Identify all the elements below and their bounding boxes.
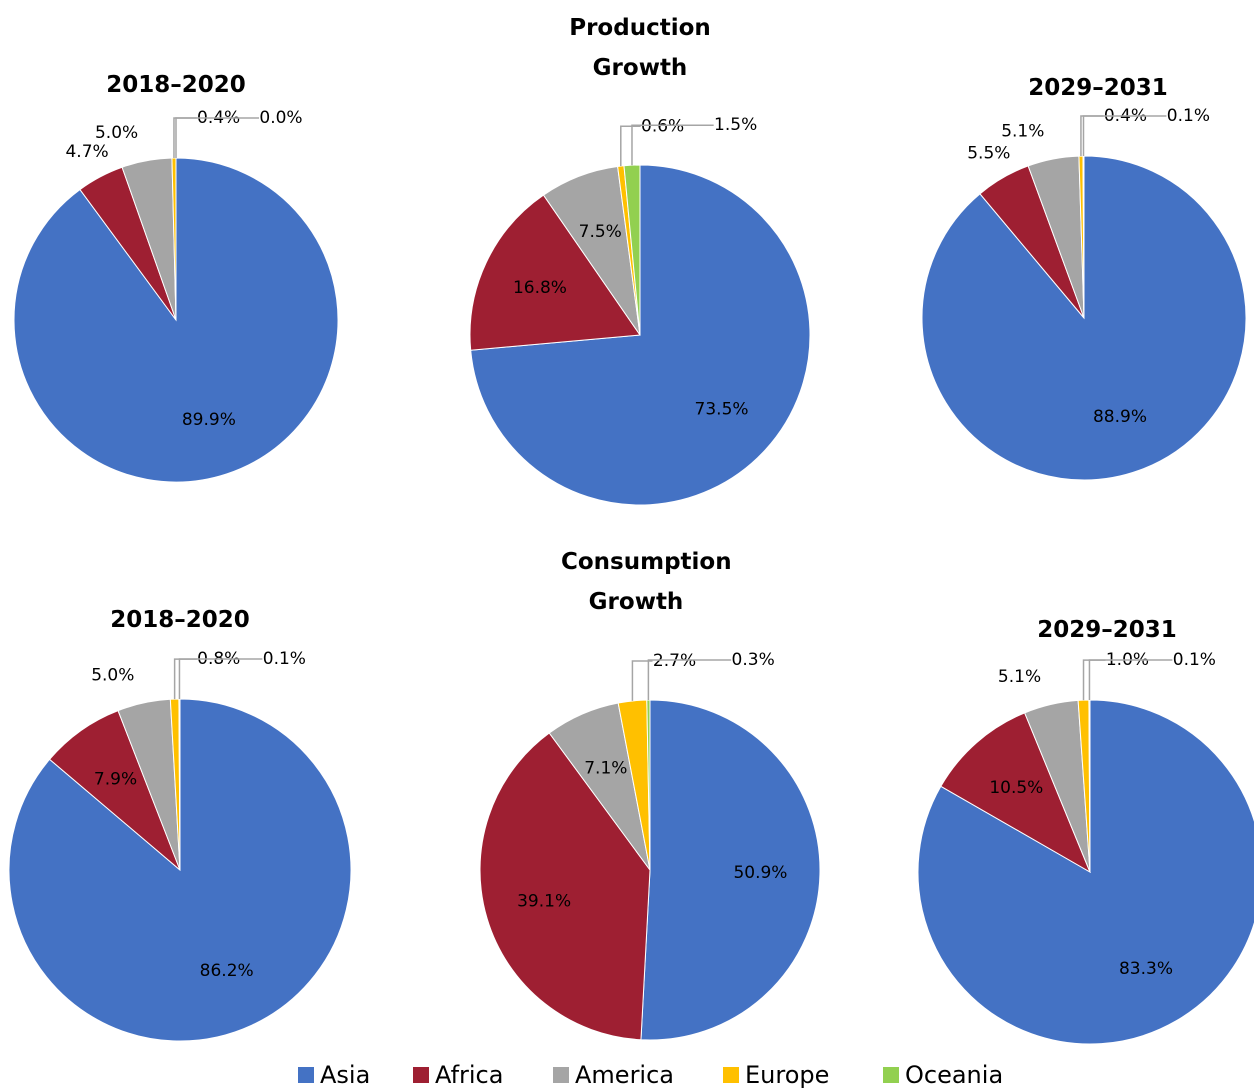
leader-line: [173, 658, 197, 700]
leader-line: [631, 124, 714, 166]
legend-label: Africa: [435, 1061, 503, 1089]
data-label: 4.7%: [65, 142, 108, 162]
data-label: 0.1%: [263, 649, 306, 669]
pie-slice: [469, 194, 641, 351]
data-label: 5.0%: [95, 123, 138, 143]
data-label: 2.7%: [653, 651, 696, 671]
data-label: 5.1%: [1001, 121, 1044, 141]
legend-label: Oceania: [905, 1061, 1003, 1089]
data-label: 5.0%: [91, 666, 134, 686]
legend-label: Europe: [745, 1061, 829, 1089]
legend-swatch: [298, 1067, 314, 1083]
data-label: 7.5%: [579, 222, 622, 242]
chart-title: 2029–2031: [1037, 617, 1177, 643]
pie-slice: [479, 732, 651, 1041]
data-label: 7.9%: [94, 769, 137, 789]
leader-line: [175, 117, 259, 158]
legend-label: America: [575, 1061, 674, 1089]
chart-title: Production Growth: [569, 15, 711, 81]
leader-line: [1088, 659, 1173, 701]
data-label: 1.5%: [714, 115, 757, 135]
leader-line: [173, 117, 197, 159]
data-label: 83.3%: [1119, 959, 1173, 979]
data-label: 0.0%: [259, 108, 302, 128]
chart-title: Consumption Growth: [561, 549, 732, 615]
chart-title: 2018–2020: [110, 607, 250, 633]
data-label: 86.2%: [200, 961, 254, 981]
data-label: 50.9%: [733, 863, 787, 883]
data-label: 39.1%: [517, 892, 571, 912]
data-label: 73.5%: [695, 400, 749, 420]
pie-slice: [640, 699, 821, 1041]
leader-line: [647, 659, 732, 701]
legend-swatch: [553, 1067, 569, 1083]
legend-swatch: [883, 1067, 899, 1083]
data-label: 7.1%: [584, 759, 627, 779]
data-label: 0.1%: [1167, 106, 1210, 126]
data-label: 16.8%: [513, 278, 567, 298]
pie-slice: [917, 699, 1254, 1045]
legend-label: Asia: [320, 1061, 370, 1089]
chart-title: 2029–2031: [1028, 75, 1168, 101]
pie-slice: [623, 164, 641, 336]
pie-slice: [940, 712, 1092, 874]
leader-line: [1082, 115, 1167, 157]
legend-swatch: [723, 1067, 739, 1083]
data-label: 0.1%: [1173, 650, 1216, 670]
leader-line: [1082, 659, 1106, 701]
data-label: 89.9%: [182, 410, 236, 430]
data-label: 10.5%: [989, 778, 1043, 798]
leader-line: [178, 658, 263, 700]
legend-swatch: [413, 1067, 429, 1083]
data-label: 5.5%: [967, 144, 1010, 164]
data-label: 5.1%: [998, 667, 1041, 687]
data-label: 88.9%: [1093, 407, 1147, 427]
leader-line: [631, 660, 653, 701]
data-label: 0.6%: [641, 116, 684, 136]
data-label: 0.3%: [732, 650, 775, 670]
chart-title: 2018–2020: [106, 72, 246, 98]
leader-line: [1080, 115, 1104, 157]
leader-line: [620, 125, 641, 167]
